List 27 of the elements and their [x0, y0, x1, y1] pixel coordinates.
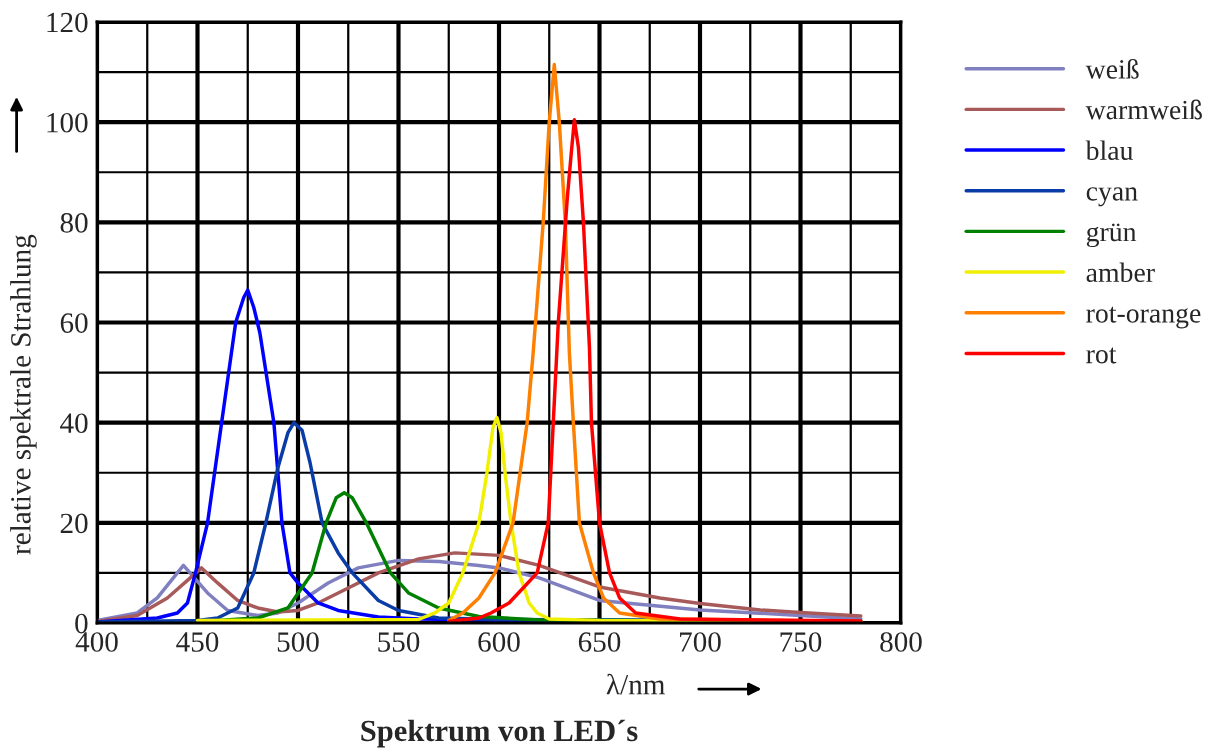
y-tick-label: 120 [47, 12, 88, 33]
legend-label: blau [1085, 140, 1133, 161]
x-tick-label: 600 [478, 632, 520, 652]
legend-label: warmweiß [1085, 99, 1202, 120]
y-tick-label: 60 [60, 313, 88, 333]
y-tick-label: 80 [60, 213, 88, 233]
legend-label: grün [1086, 223, 1137, 248]
legend-label: weiß [1085, 58, 1139, 79]
x-tick-label: 450 [176, 632, 219, 652]
legend-label: rot-orange [1086, 306, 1201, 329]
x-tick-label: 750 [780, 632, 822, 652]
y-tick-label: 20 [60, 513, 88, 534]
legend-label: rot [1086, 347, 1117, 364]
y-tick-label: 40 [60, 413, 88, 434]
legend-label: cyan [1086, 187, 1138, 207]
x-axis-title: λ/nm [606, 673, 665, 695]
x-tick-label: 700 [680, 632, 721, 652]
y-tick-label: 0 [75, 613, 88, 634]
text: Spektrum von LED´s [361, 719, 638, 748]
x-tick-label: 400 [75, 632, 118, 652]
x-tick-label: 500 [277, 632, 319, 652]
x-tick-label: 550 [378, 632, 420, 652]
y-axis-title: relative spektrale Strahlung [10, 234, 37, 555]
legend-label: amber [1086, 262, 1155, 283]
x-tick-label: 800 [880, 632, 922, 652]
y-tick-label: 100 [47, 112, 88, 133]
x-tick-label: 650 [578, 632, 621, 652]
